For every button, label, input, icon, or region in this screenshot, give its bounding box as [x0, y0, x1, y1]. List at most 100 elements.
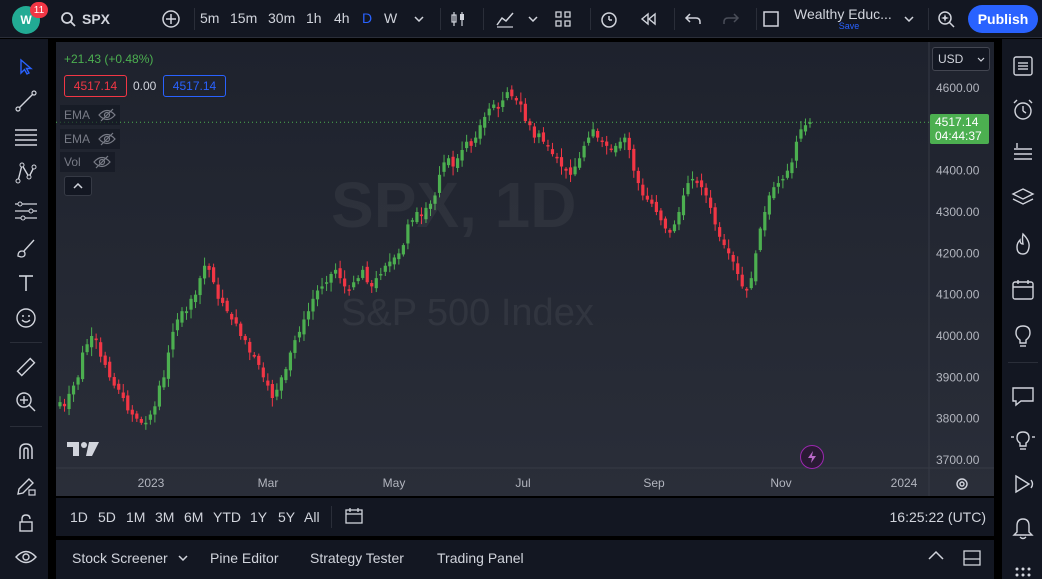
lightning-badge[interactable] [800, 445, 824, 469]
indicator-legend-ema-1[interactable]: EMA [60, 105, 121, 125]
collapse-panel-button[interactable] [928, 550, 948, 568]
layout-name-button[interactable]: Wealthy Educ... Save [794, 6, 904, 34]
watchlist-button[interactable] [1008, 51, 1038, 81]
candle-body [234, 317, 238, 324]
interval-d[interactable]: D [362, 10, 373, 26]
streams-button[interactable] [1008, 469, 1038, 499]
range-5y[interactable]: 5Y [278, 509, 296, 525]
chats-button[interactable] [1008, 381, 1038, 411]
data-window-button[interactable] [1008, 183, 1038, 213]
zoom-tool[interactable] [12, 388, 40, 416]
bid-box[interactable]: 4517.14 [64, 75, 127, 97]
help-button[interactable] [1008, 557, 1038, 579]
indicator-legend-vol[interactable]: Vol [60, 152, 115, 172]
magnet-tool[interactable] [12, 437, 40, 465]
interval-30m[interactable]: 30m [268, 10, 296, 26]
tips-button[interactable] [1008, 425, 1038, 455]
indicator-legend-ema-2[interactable]: EMA [60, 129, 121, 149]
notifications-button[interactable] [1008, 513, 1038, 543]
undo-button[interactable] [682, 4, 704, 34]
candle-body [130, 409, 134, 415]
alerts-button[interactable] [1008, 95, 1038, 125]
interval-w[interactable]: W [384, 10, 398, 26]
layout-dropdown[interactable] [902, 4, 916, 34]
stay-in-drawing-tool[interactable] [12, 472, 40, 500]
forecast-icon [15, 201, 37, 221]
tab-trading-panel[interactable]: Trading Panel [437, 550, 524, 566]
date-range-button[interactable] [344, 507, 366, 527]
candles-chart-type-button[interactable] [447, 4, 469, 34]
text-t-icon [19, 275, 33, 291]
calendar-button[interactable] [1008, 275, 1038, 305]
measure-tool[interactable] [12, 353, 40, 381]
interval-dropdown[interactable] [410, 4, 428, 34]
chart-pane[interactable]: 4600.004500.004400.004300.004200.004100.… [56, 42, 994, 496]
scale-settings-button[interactable] [952, 474, 972, 494]
publish-button[interactable]: Publish [968, 5, 1038, 33]
price-tick-label: 3700.00 [936, 453, 980, 467]
alert-button[interactable] [598, 4, 620, 34]
replay-button[interactable] [637, 4, 659, 34]
layouts-button[interactable] [552, 4, 574, 34]
time-tick-label: Jul [515, 476, 530, 490]
ideas-button[interactable] [1008, 321, 1038, 351]
range-3m[interactable]: 3M [155, 509, 175, 525]
cursor-tool[interactable] [12, 53, 40, 81]
candle-body [487, 108, 491, 116]
maximize-panel-button[interactable] [962, 549, 984, 569]
trend-line-tool[interactable] [12, 87, 40, 115]
tab-strategy-tester[interactable]: Strategy Tester [310, 550, 404, 566]
clock-timezone[interactable]: 16:25:22 (UTC) [889, 509, 986, 525]
tab-pine-editor[interactable]: Pine Editor [210, 550, 279, 566]
eye-off-icon[interactable] [92, 155, 111, 169]
range-all[interactable]: All [304, 509, 320, 525]
fib-tool[interactable] [12, 123, 40, 151]
hotlists-button[interactable] [1008, 229, 1038, 259]
text-tool[interactable] [12, 269, 40, 297]
redo-button[interactable] [720, 4, 742, 34]
lock-drawings-tool[interactable] [12, 509, 40, 537]
range-ytd[interactable]: YTD [213, 509, 241, 525]
object-tree-button[interactable] [1008, 139, 1038, 169]
candle-body [157, 385, 161, 407]
ask-box[interactable]: 4517.14 [163, 75, 226, 97]
fullscreen-toggle[interactable] [760, 4, 782, 34]
candle-body [731, 254, 735, 262]
candle-body [781, 178, 785, 181]
indicators-dropdown[interactable] [526, 4, 540, 34]
pattern-tool[interactable] [12, 159, 40, 187]
range-6m[interactable]: 6M [184, 509, 204, 525]
interval-15m[interactable]: 15m [230, 10, 258, 26]
candle-body [266, 380, 270, 386]
range-1d[interactable]: 1D [70, 509, 88, 525]
interval-4h[interactable]: 4h [334, 10, 350, 26]
range-1y[interactable]: 1Y [250, 509, 268, 525]
tab-stock-screener[interactable]: Stock Screener [72, 550, 188, 566]
icons-tool[interactable] [12, 304, 40, 332]
interval-1h[interactable]: 1h [306, 10, 322, 26]
redo-icon [723, 12, 740, 24]
range-5d[interactable]: 5D [98, 509, 116, 525]
interval-5m[interactable]: 5m [200, 10, 220, 26]
candle-body [776, 183, 780, 187]
indicators-button[interactable] [493, 4, 517, 34]
candle-body [505, 92, 509, 98]
currency-selector[interactable]: USD [932, 47, 990, 71]
candle-body [71, 385, 76, 395]
candlestick-chart[interactable]: 4600.004500.004400.004300.004200.004100.… [56, 42, 994, 496]
chevron-down-icon [178, 555, 188, 561]
eye-off-icon[interactable] [98, 132, 116, 146]
range-1m[interactable]: 1M [126, 509, 146, 525]
ruler-icon [16, 357, 36, 377]
quick-search-button[interactable] [934, 4, 958, 34]
compare-button[interactable] [160, 4, 182, 34]
hide-drawings-tool[interactable] [12, 543, 40, 571]
candle-body [324, 282, 329, 284]
eye-off-icon[interactable] [98, 108, 116, 122]
prediction-tool[interactable] [12, 197, 40, 225]
price-tick-label: 3800.00 [936, 412, 980, 426]
brush-tool[interactable] [12, 234, 40, 262]
symbol-search-button[interactable]: SPX [60, 4, 140, 34]
collapse-legend-button[interactable] [64, 176, 92, 196]
tradingview-logo[interactable] [67, 440, 101, 458]
